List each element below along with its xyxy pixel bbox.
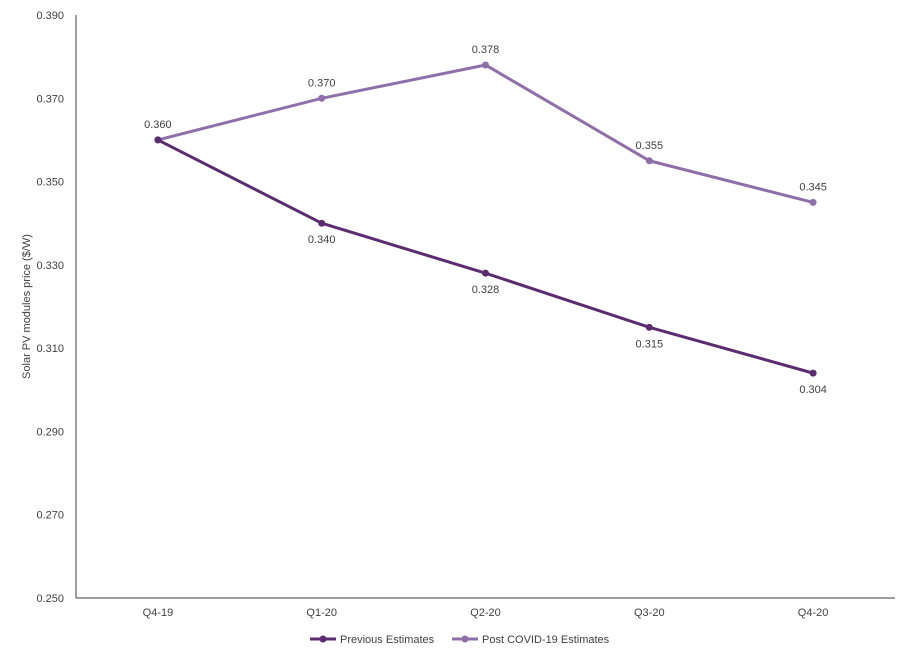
y-tick-label: 0.270 xyxy=(36,510,64,522)
x-tick-label: Q1-20 xyxy=(306,607,337,619)
x-tick-label: Q4-19 xyxy=(143,607,174,619)
legend-label: Post COVID-19 Estimates xyxy=(482,634,610,646)
data-label: 0.370 xyxy=(308,77,336,89)
legend-swatch-marker xyxy=(461,635,469,643)
y-tick-label: 0.350 xyxy=(36,177,64,189)
data-point xyxy=(482,269,489,277)
data-label: 0.340 xyxy=(308,234,336,246)
y-tick-label: 0.330 xyxy=(36,260,64,272)
y-tick-label: 0.290 xyxy=(36,426,64,438)
data-label: 0.345 xyxy=(799,181,827,193)
data-label: 0.360 xyxy=(144,119,172,131)
data-point xyxy=(645,323,653,331)
data-label: 0.355 xyxy=(636,140,664,152)
data-label: 0.315 xyxy=(636,338,664,350)
legend-label: Previous Estimates xyxy=(340,634,435,646)
data-label: 0.304 xyxy=(799,384,827,396)
series-line xyxy=(156,63,815,204)
series-line xyxy=(156,138,815,375)
data-point xyxy=(809,369,817,377)
data-point xyxy=(645,157,653,165)
x-tick-label: Q2-20 xyxy=(470,607,501,619)
y-tick-label: 0.250 xyxy=(36,593,64,605)
x-tick-labels: Q4-19 Q1-20 Q2-20 Q3-20 Q4-20 xyxy=(143,607,829,619)
x-tick-label: Q3-20 xyxy=(634,607,665,619)
y-tick-labels: 0.250 0.270 0.290 0.310 0.330 0.350 0.370 0.390 xyxy=(36,10,64,605)
x-tick-label: Q4-20 xyxy=(798,607,829,619)
data-labels: 0.340 0.328 0.315 0.304 0.360 0.370 0.378 0.355… xyxy=(144,44,827,396)
data-point xyxy=(154,136,162,144)
data-point xyxy=(318,94,326,102)
y-tick-label: 0.310 xyxy=(36,343,64,355)
y-axis-title: Solar PV modules price ($/W) xyxy=(21,234,33,379)
series-lines xyxy=(154,61,817,377)
legend-swatch-marker xyxy=(319,635,327,643)
y-tick-label: 0.390 xyxy=(36,10,64,22)
data-label: 0.328 xyxy=(472,284,500,296)
data-point xyxy=(318,219,326,227)
data-label: 0.378 xyxy=(472,44,500,56)
data-point xyxy=(482,61,489,69)
data-point xyxy=(809,198,817,206)
legend: Previous Estimates Post COVID-19 Estimate… xyxy=(310,634,610,646)
y-tick-label: 0.370 xyxy=(36,93,64,105)
